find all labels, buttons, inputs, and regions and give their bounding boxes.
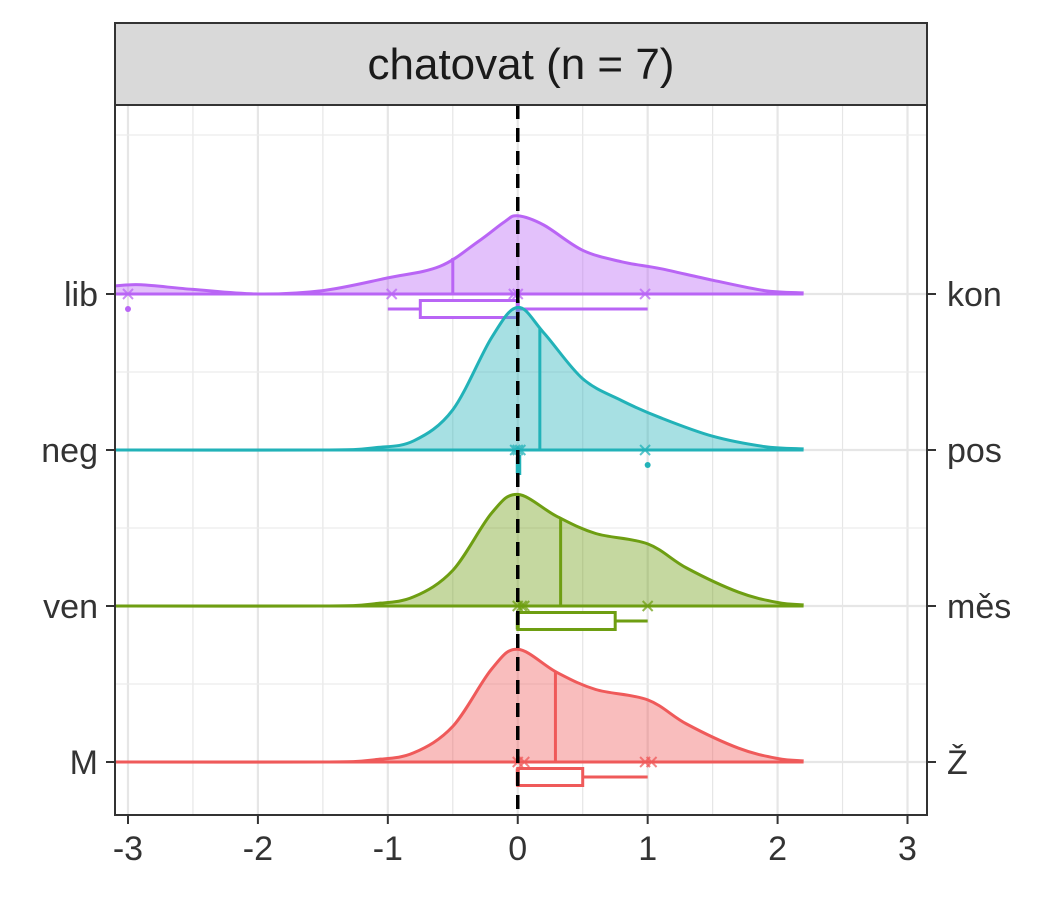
x-tick-label: -3	[113, 830, 143, 868]
density-area	[115, 307, 804, 451]
density-ridges	[114, 214, 804, 787]
y-tick-label-left: lib	[64, 276, 98, 314]
y-tick-label-left: neg	[41, 432, 98, 470]
y-tick-label-left: M	[70, 744, 98, 782]
y-tick-label-right: měs	[947, 588, 1011, 626]
box-outlier	[644, 462, 651, 468]
x-tick-label: -2	[243, 830, 273, 868]
ridge-M	[114, 647, 804, 787]
data-point	[645, 756, 658, 768]
facet-title: chatovat (n = 7)	[368, 40, 675, 89]
x-tick-label: 0	[508, 830, 527, 868]
data-point	[518, 600, 530, 612]
data-point	[518, 756, 530, 768]
x-tick-label: -1	[373, 830, 403, 868]
data-point	[641, 600, 654, 612]
x-tick-label: 3	[898, 830, 917, 868]
y-tick-label-right: kon	[947, 276, 1002, 314]
box-iqr	[516, 611, 617, 631]
data-point	[639, 288, 651, 300]
density-area	[115, 494, 804, 607]
box-iqr	[516, 767, 585, 787]
ridge-lib	[114, 214, 804, 319]
data-point	[515, 600, 528, 612]
box-outlier	[124, 306, 131, 312]
data-point	[122, 288, 134, 300]
x-tick-label: 1	[638, 830, 657, 868]
density-area	[115, 649, 804, 763]
data-point	[386, 288, 398, 300]
y-tick-label-right: Ž	[947, 744, 968, 782]
y-tick-label-right: pos	[947, 432, 1002, 470]
y-tick-label-left: ven	[43, 588, 98, 626]
box-iqr	[418, 299, 520, 319]
ridge-ven	[114, 492, 804, 631]
axes: -3 -2 -1 0 1 2 3 lib kon neg pos ven měs M Ž	[41, 276, 1011, 868]
density-area	[115, 215, 804, 295]
data-point	[639, 444, 651, 456]
x-tick-label: 2	[768, 830, 787, 868]
facet-strip	[114, 22, 928, 106]
ridge-neg	[114, 305, 804, 475]
